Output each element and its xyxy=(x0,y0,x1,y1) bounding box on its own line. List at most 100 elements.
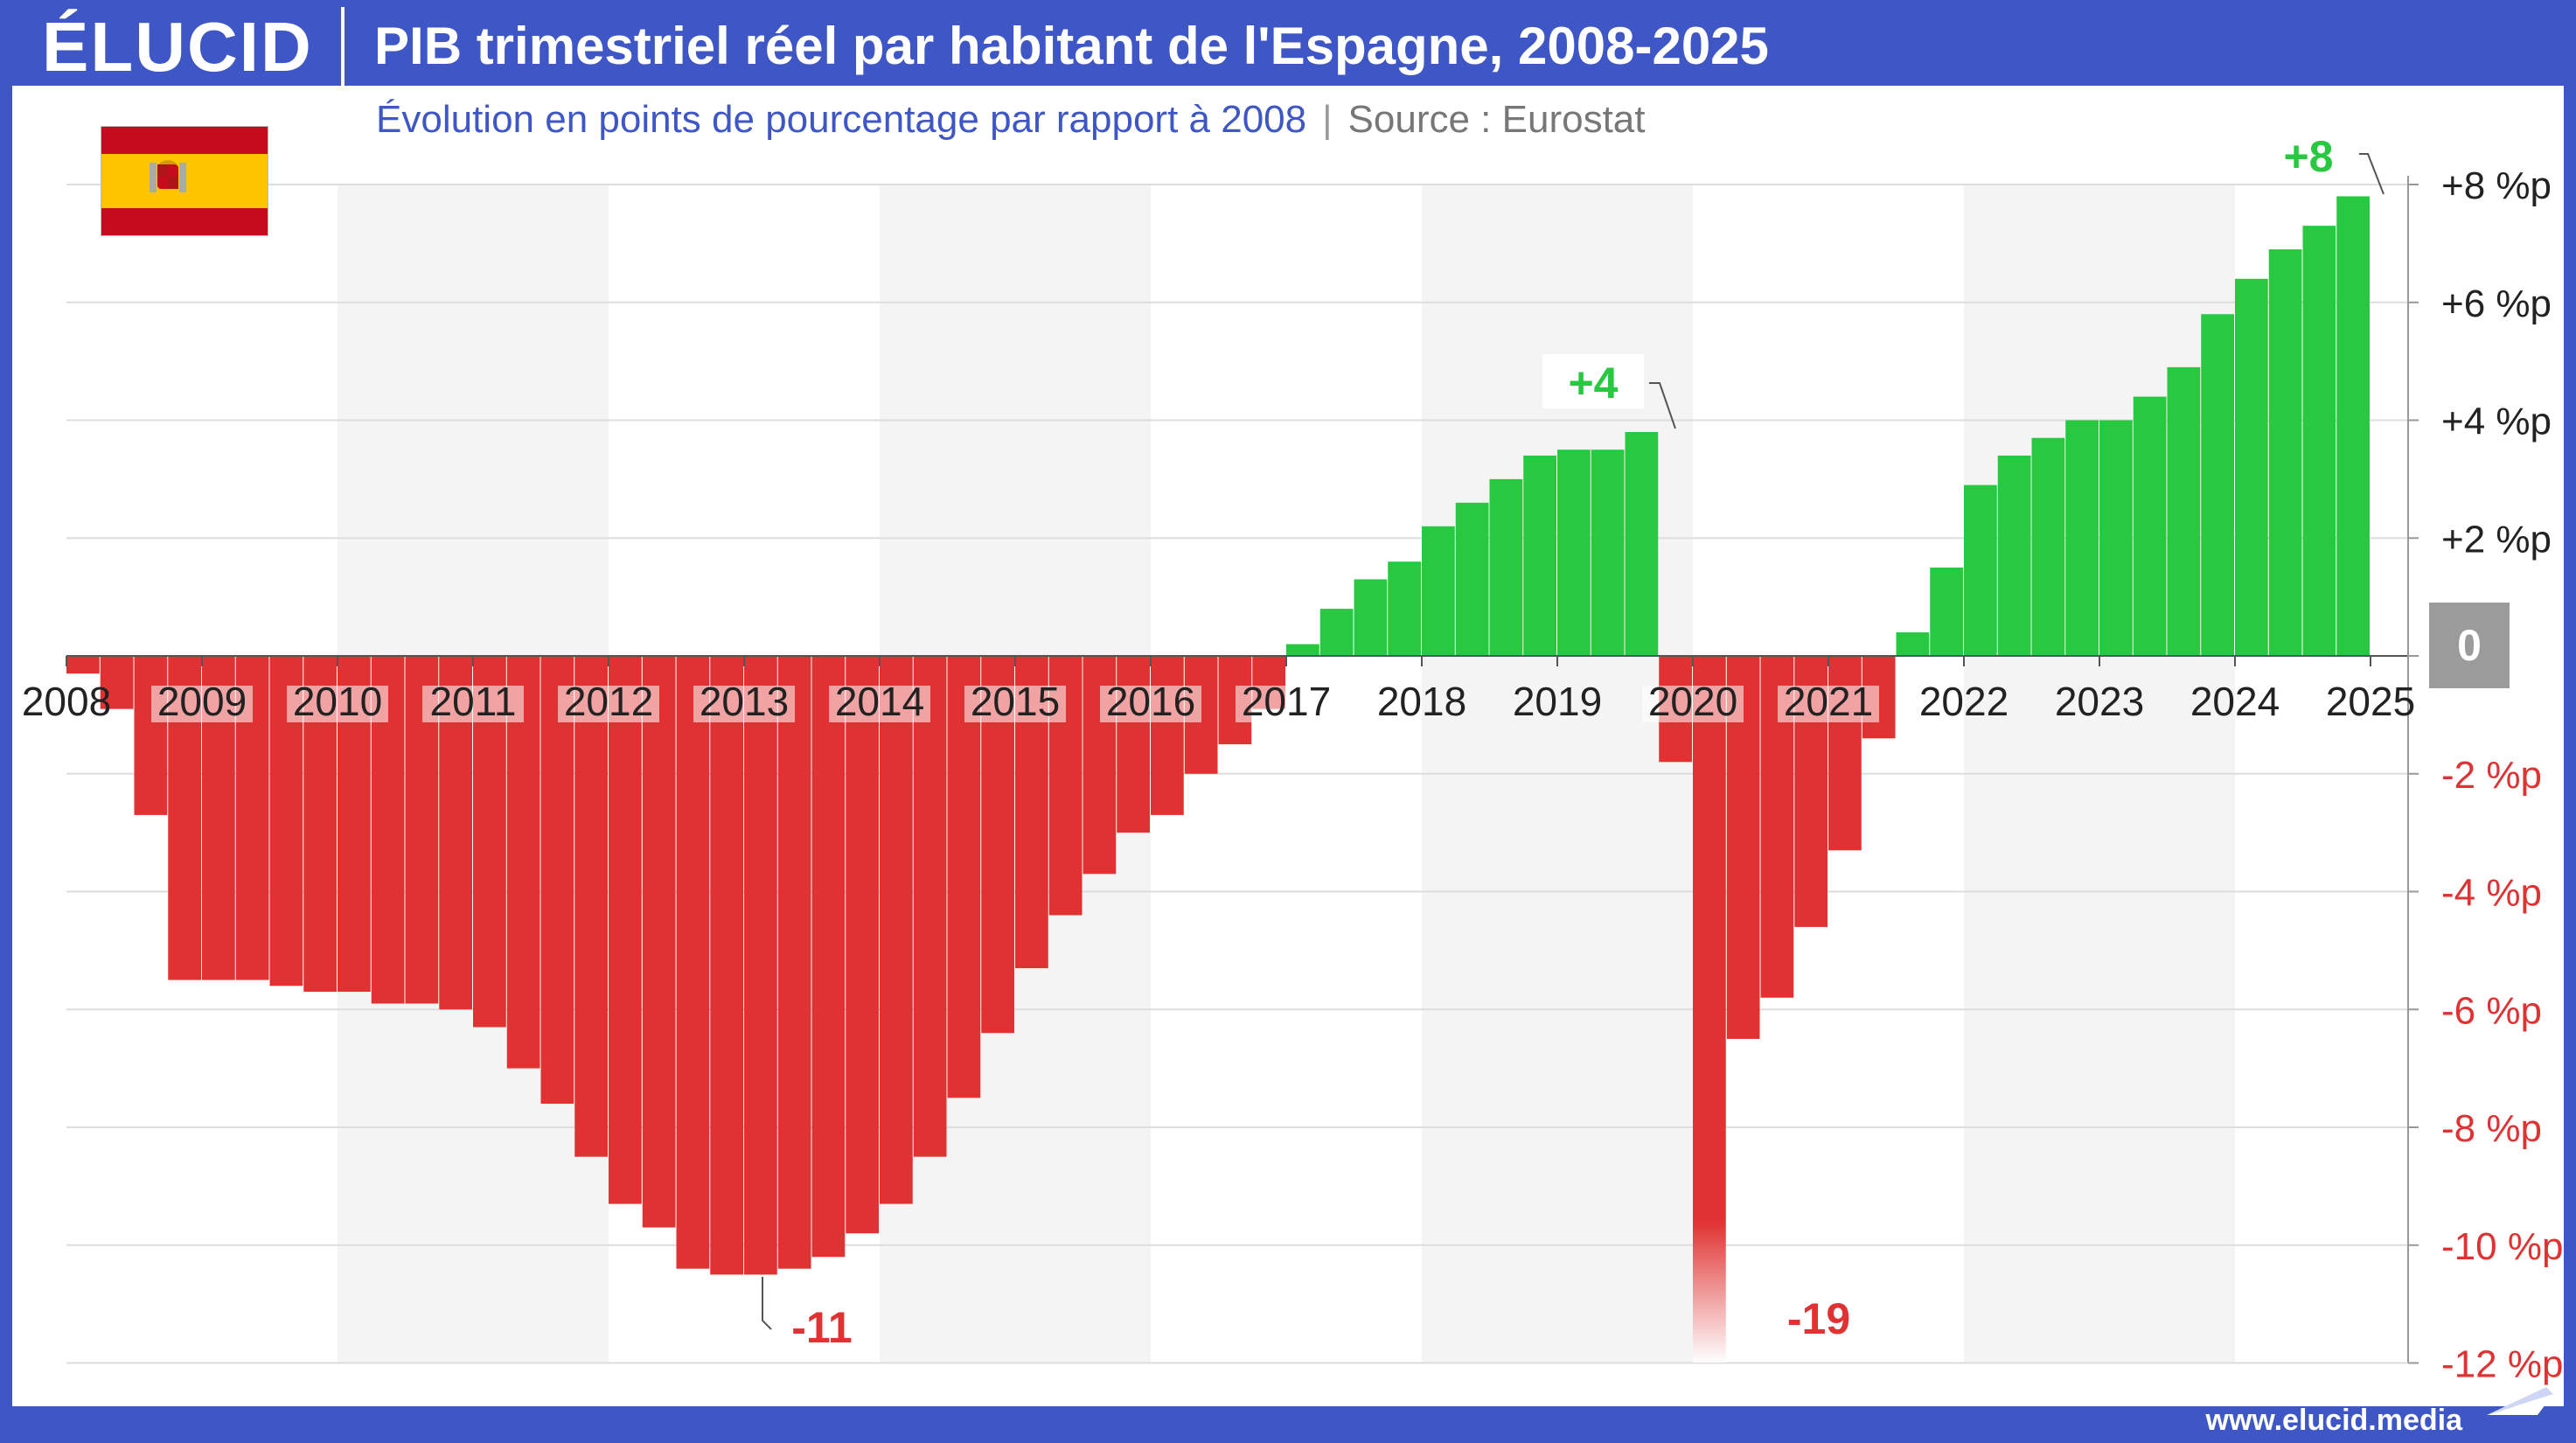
bar xyxy=(1557,450,1591,656)
x-tick-label: 2012 xyxy=(564,679,653,724)
bar xyxy=(880,656,913,1204)
x-tick-label: 2025 xyxy=(2326,679,2415,724)
bar xyxy=(1354,579,1388,656)
bar xyxy=(2268,249,2302,656)
x-tick-label: 2008 xyxy=(22,679,111,724)
x-tick-label: 2019 xyxy=(1513,679,1602,724)
x-tick-label-backdrop xyxy=(287,686,388,722)
bar xyxy=(2065,420,2099,656)
bar xyxy=(744,656,777,1275)
x-tick-label: 2010 xyxy=(293,679,382,724)
bar xyxy=(1930,567,1963,656)
zero-badge xyxy=(2429,603,2510,688)
bar xyxy=(811,656,846,1258)
bar xyxy=(2235,278,2268,656)
bar xyxy=(1625,431,1659,656)
bar xyxy=(609,656,642,1204)
x-tick-label: 2015 xyxy=(971,679,1060,724)
bar xyxy=(66,656,100,674)
bar xyxy=(710,656,743,1275)
bar xyxy=(2201,314,2234,656)
y-tick-label: +4 %p xyxy=(2441,401,2552,443)
bar xyxy=(1455,502,1489,656)
x-tick-label-backdrop xyxy=(558,686,659,722)
annotation-label: +4 xyxy=(1568,359,1618,408)
bar xyxy=(1693,656,1726,1363)
bar xyxy=(676,656,710,1269)
annotation-leader xyxy=(762,1277,772,1330)
x-tick-label: 2009 xyxy=(157,679,247,724)
y-tick-label: 0 xyxy=(2457,621,2482,670)
bar xyxy=(777,656,811,1269)
footer-bar xyxy=(0,1406,2576,1443)
x-tick-label: 2022 xyxy=(1919,679,2009,724)
annotation-backdrop xyxy=(1542,354,1644,408)
header-divider xyxy=(341,7,345,86)
x-tick-label-backdrop xyxy=(422,686,524,722)
annotation-leader xyxy=(2357,153,2385,195)
y-tick-label: -8 %p xyxy=(2441,1107,2542,1150)
header-bar xyxy=(0,0,2576,86)
annotation-label: -19 xyxy=(1787,1294,1850,1343)
brand-logo[interactable]: ÉLUCID xyxy=(42,8,313,86)
bar xyxy=(1997,455,2031,656)
bar xyxy=(1591,450,1625,656)
website-link[interactable]: www.elucid.media xyxy=(2205,1404,2462,1437)
bar xyxy=(2099,420,2133,656)
coat-of-arms-icon xyxy=(150,160,186,192)
x-tick-label-backdrop xyxy=(1236,686,1337,722)
bar xyxy=(134,656,168,815)
bar xyxy=(913,656,947,1157)
x-tick-label-backdrop xyxy=(1642,686,1744,722)
x-tick-label: 2021 xyxy=(1784,679,1873,724)
annotation-leader xyxy=(1649,382,1676,429)
bar xyxy=(2031,437,2065,656)
y-tick-label: -10 %p xyxy=(2441,1225,2563,1268)
bar xyxy=(540,656,574,1105)
bar xyxy=(947,656,981,1098)
y-tick-label: +2 %p xyxy=(2441,518,2552,561)
bar xyxy=(1422,526,1455,656)
annotation-label: -11 xyxy=(791,1303,853,1352)
y-tick-label: -2 %p xyxy=(2441,754,2542,797)
x-tick-label: 2016 xyxy=(1106,679,1195,724)
y-tick-label: -12 %p xyxy=(2441,1343,2563,1386)
x-tick-label-backdrop xyxy=(151,686,253,722)
x-tick-label: 2011 xyxy=(430,679,517,724)
x-tick-label: 2024 xyxy=(2190,679,2280,724)
x-tick-label: 2020 xyxy=(1648,679,1737,724)
bar xyxy=(574,656,608,1157)
bar xyxy=(1896,632,1930,656)
subtitle-text: Évolution en points de pourcentage par r… xyxy=(376,98,1307,141)
annotation-label: +8 xyxy=(2283,132,2333,181)
bar xyxy=(100,656,134,709)
bar xyxy=(2167,366,2201,656)
bar xyxy=(1117,656,1150,833)
bar xyxy=(1319,609,1354,656)
y-tick-label: +8 %p xyxy=(2441,164,2552,207)
x-tick-label: 2017 xyxy=(1242,679,1331,724)
bar xyxy=(642,656,676,1228)
bar xyxy=(2133,396,2167,656)
y-tick-label: +6 %p xyxy=(2441,282,2552,325)
bar xyxy=(2302,226,2336,656)
source-label: Source : Eurostat xyxy=(1347,98,1646,141)
bar xyxy=(506,656,540,1069)
x-tick-label: 2014 xyxy=(835,679,924,724)
bar xyxy=(1489,478,1523,656)
elucid-arrow-icon xyxy=(2487,1387,2553,1415)
x-tick-label: 2013 xyxy=(700,679,789,724)
chart-title: PIB trimestriel réel par habitant de l'E… xyxy=(374,17,1769,75)
bar xyxy=(2336,196,2370,657)
bar xyxy=(1523,455,1556,656)
bar xyxy=(1151,656,1184,815)
y-tick-label: -6 %p xyxy=(2441,989,2542,1032)
y-tick-label: -4 %p xyxy=(2441,872,2542,915)
bar xyxy=(1388,561,1421,656)
chart-subtitle: Évolution en points de pourcentage par r… xyxy=(376,98,1646,142)
x-tick-label-backdrop xyxy=(964,686,1066,722)
x-tick-label-backdrop xyxy=(693,686,795,722)
bar xyxy=(1286,644,1319,656)
bar xyxy=(846,656,879,1234)
